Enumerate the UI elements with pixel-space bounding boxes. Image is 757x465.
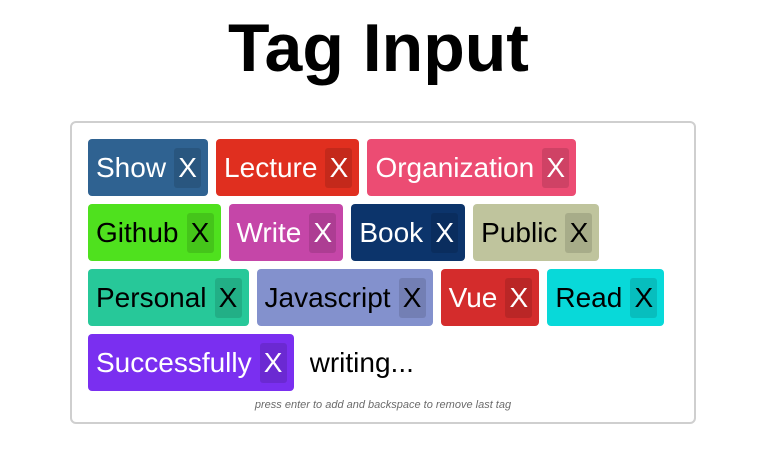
tag-chip: Successfully X: [88, 334, 294, 391]
tag-chip: Personal X: [88, 269, 249, 326]
tag-remove-button[interactable]: X: [565, 212, 593, 253]
tag-label: Github: [96, 216, 179, 248]
tag-label: Organization: [375, 151, 535, 183]
tag-chip: Write X: [228, 204, 344, 261]
tag-chip: Javascript X: [256, 269, 433, 326]
help-text: press enter to add and backspace to remo…: [254, 399, 512, 411]
tag-label: Successfully: [96, 346, 252, 378]
tag-chip: Vue X: [440, 269, 540, 326]
tag-remove-button[interactable]: X: [542, 147, 570, 188]
tag-remove-button[interactable]: X: [309, 212, 337, 253]
tag-chip: Organization X: [367, 139, 577, 196]
tag-chip: Show X: [88, 139, 209, 196]
page-title: Tag Input: [228, 10, 529, 86]
tag-label: Write: [236, 216, 302, 248]
tag-label: Vue: [448, 281, 498, 313]
tag-chip: Read X: [547, 269, 665, 326]
tag-label: Lecture: [224, 151, 318, 183]
tag-remove-button[interactable]: X: [174, 147, 202, 188]
tag-label: Read: [555, 281, 623, 313]
tag-remove-button[interactable]: X: [505, 277, 533, 318]
tag-text-input[interactable]: [309, 337, 460, 388]
tag-remove-button[interactable]: X: [214, 277, 242, 318]
tag-label: Show: [96, 151, 167, 183]
tag-label: Book: [359, 216, 424, 248]
tag-chip: Lecture X: [216, 139, 360, 196]
tag-remove-button[interactable]: X: [186, 212, 214, 253]
tag-input-container[interactable]: Show X Lecture X Organization X Github X Write X B…: [70, 121, 696, 424]
tag-remove-button[interactable]: X: [259, 342, 287, 383]
tag-list: Show X Lecture X Organization X Github X Write X B…: [88, 139, 688, 399]
tag-label: Public: [481, 216, 558, 248]
tag-remove-button[interactable]: X: [431, 212, 459, 253]
tag-remove-button[interactable]: X: [325, 147, 353, 188]
tag-chip: Public X: [473, 204, 600, 261]
tag-chip: Github X: [88, 204, 221, 261]
tag-remove-button[interactable]: X: [398, 277, 426, 318]
tag-label: Personal: [96, 281, 207, 313]
tag-chip: Book X: [351, 204, 466, 261]
tag-label: Javascript: [264, 281, 391, 313]
tag-remove-button[interactable]: X: [630, 277, 658, 318]
